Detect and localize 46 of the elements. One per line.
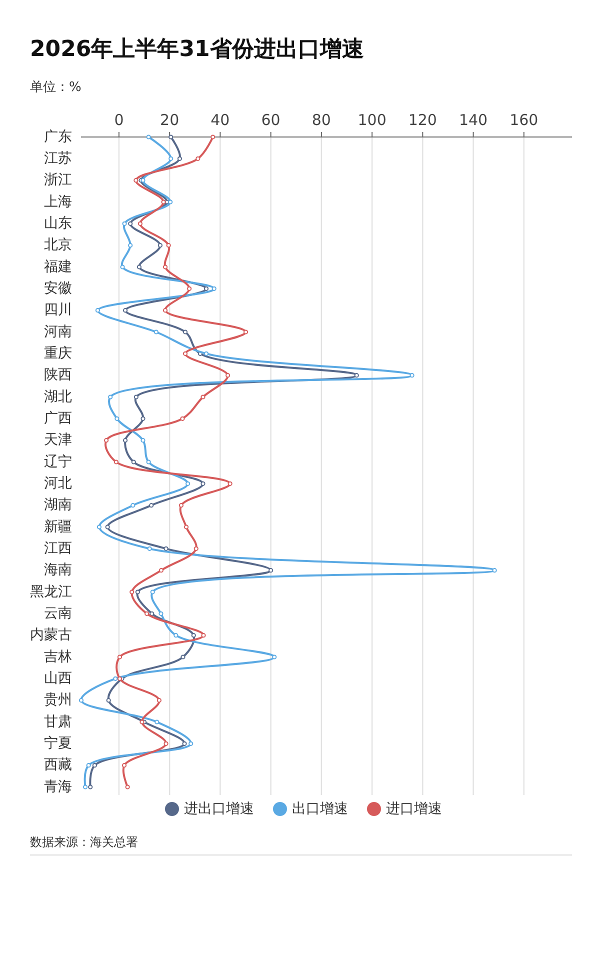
y-tick-label: 西藏 [44,757,72,774]
y-tick-label: 江苏 [44,150,72,166]
y-tick-label: 黑龙江 [30,584,72,600]
x-tick-label: 60 [261,111,280,129]
y-tick-label: 重庆 [44,345,72,362]
x-tick-label: 120 [408,111,437,129]
x-tick-label: 160 [510,111,538,129]
y-tick-label: 辽宁 [44,454,72,470]
x-tick-label: 100 [358,111,386,129]
source-note: 数据来源：海关总署 [30,835,138,849]
y-tick-label: 河北 [44,475,72,492]
y-tick-label: 浙江 [44,172,72,188]
y-tick-label: 安徽 [44,280,72,296]
legend-label: 进口增速 [386,800,442,817]
x-tick-label: 140 [458,111,488,129]
y-tick-label: 河南 [44,324,72,340]
y-tick-label: 江西 [44,540,72,556]
y-tick-label: 广西 [44,410,72,426]
y-tick-label: 天津 [44,432,72,448]
y-tick-label: 山东 [44,215,72,232]
y-tick-label: 海南 [44,562,72,578]
y-tick-label: 陕西 [44,367,72,384]
y-tick-label: 云南 [44,605,72,622]
y-tick-label: 广东 [44,128,72,145]
y-tick-label: 青海 [44,778,72,795]
y-tick-label: 湖南 [44,497,72,514]
y-tick-label: 新疆 [44,518,72,535]
y-tick-label: 贵州 [44,692,72,708]
legend-label: 进出口增速 [184,800,254,817]
y-tick-label: 福建 [44,258,72,275]
x-tick-label: 20 [160,111,180,129]
y-tick-label: 吉林 [44,648,72,665]
y-tick-label: 宁夏 [44,735,72,752]
x-axis-title: 单位：% [30,80,82,95]
x-tick-label: 80 [312,111,331,129]
y-tick-label: 甘肃 [44,714,72,730]
y-tick-label: 湖北 [44,388,72,405]
y-tick-label: 北京 [44,237,72,254]
y-tick-label: 上海 [44,194,72,210]
legend-label: 出口增速 [292,800,348,817]
chart-title: 2026年上半年31省份进出口增速 [30,37,364,62]
y-tick-label: 山西 [44,670,72,686]
y-tick-label: 四川 [44,302,72,318]
x-tick-label: 40 [210,111,230,129]
y-tick-label: 内蒙古 [30,627,72,644]
x-tick-label: 0 [114,111,124,129]
